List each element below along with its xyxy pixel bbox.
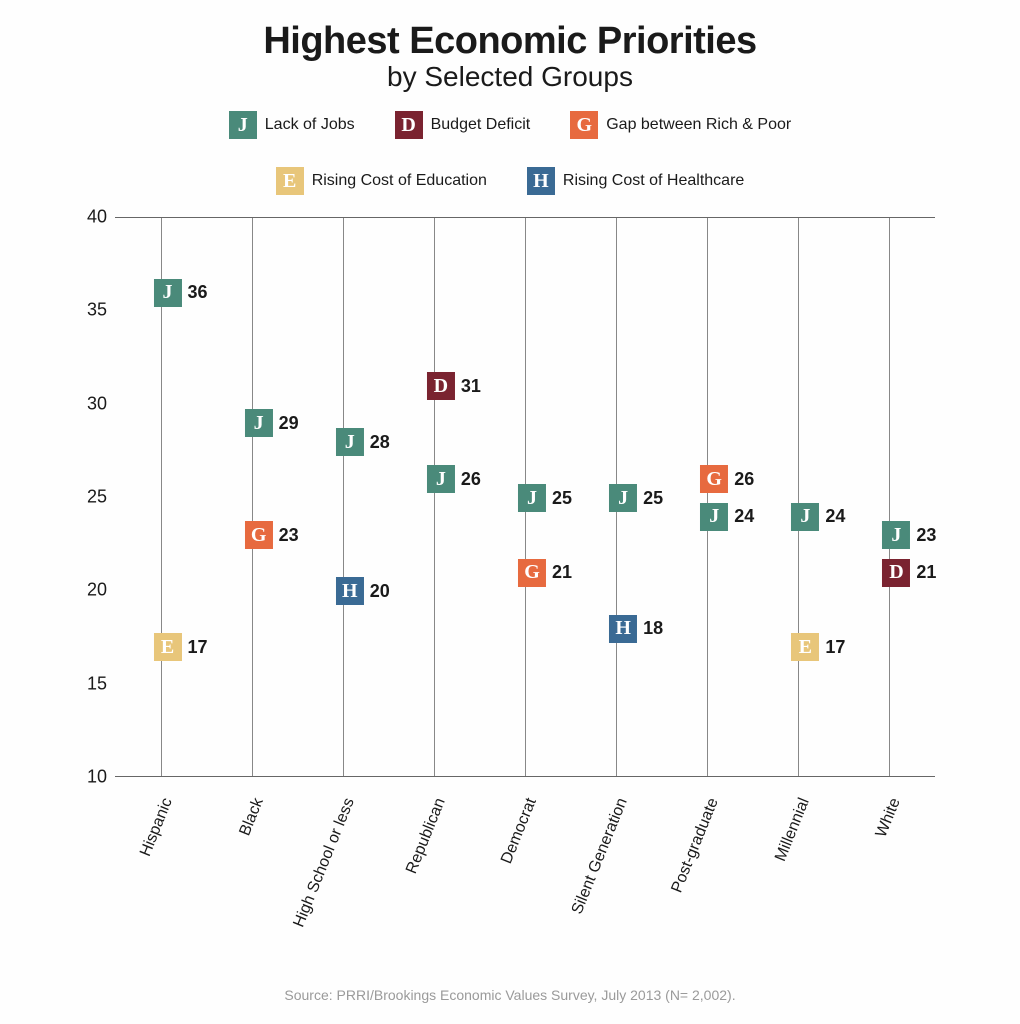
data-value-label: 26 bbox=[734, 469, 754, 490]
data-marker-icon: E bbox=[791, 633, 819, 661]
data-point: E 17 bbox=[154, 633, 208, 661]
data-value-label: 20 bbox=[370, 581, 390, 602]
data-marker-icon: J bbox=[154, 279, 182, 307]
x-tick-label: Republican bbox=[403, 796, 450, 877]
x-tick-label: Silent Generation bbox=[569, 796, 632, 917]
data-value-label: 28 bbox=[370, 432, 390, 453]
data-marker-icon: J bbox=[609, 484, 637, 512]
data-value-label: 25 bbox=[643, 488, 663, 509]
data-point: J 28 bbox=[336, 428, 390, 456]
legend-item: G Gap between Rich & Poor bbox=[570, 111, 791, 139]
y-tick-label: 35 bbox=[65, 300, 107, 321]
data-value-label: 24 bbox=[825, 506, 845, 527]
data-value-label: 36 bbox=[188, 282, 208, 303]
data-point: J 23 bbox=[882, 521, 936, 549]
data-point: E 17 bbox=[791, 633, 845, 661]
data-value-label: 24 bbox=[734, 506, 754, 527]
gridline bbox=[798, 218, 799, 776]
legend-label: Budget Deficit bbox=[431, 116, 531, 134]
data-marker-icon: J bbox=[245, 409, 273, 437]
legend: J Lack of Jobs D Budget Deficit G Gap between… bbox=[140, 111, 880, 195]
data-marker-icon: D bbox=[427, 372, 455, 400]
chart-container: Highest Economic Priorities by Selected … bbox=[0, 0, 1020, 1024]
legend-item: H Rising Cost of Healthcare bbox=[527, 167, 744, 195]
legend-marker-icon: G bbox=[570, 111, 598, 139]
gridline bbox=[434, 218, 435, 776]
gridline bbox=[252, 218, 253, 776]
legend-marker-icon: J bbox=[229, 111, 257, 139]
data-marker-icon: G bbox=[245, 521, 273, 549]
data-value-label: 21 bbox=[916, 562, 936, 583]
data-marker-icon: J bbox=[336, 428, 364, 456]
x-tick-label: Democrat bbox=[498, 796, 541, 867]
data-marker-icon: E bbox=[154, 633, 182, 661]
data-value-label: 29 bbox=[279, 413, 299, 434]
data-point: H 18 bbox=[609, 615, 663, 643]
legend-item: E Rising Cost of Education bbox=[276, 167, 487, 195]
data-value-label: 25 bbox=[552, 488, 572, 509]
data-point: G 26 bbox=[700, 465, 754, 493]
data-marker-icon: G bbox=[518, 559, 546, 587]
data-value-label: 26 bbox=[461, 469, 481, 490]
data-point: J 25 bbox=[609, 484, 663, 512]
x-tick-label: Post-graduate bbox=[669, 796, 723, 896]
data-marker-icon: G bbox=[700, 465, 728, 493]
y-tick-label: 15 bbox=[65, 673, 107, 694]
legend-label: Rising Cost of Healthcare bbox=[563, 172, 744, 190]
y-tick-label: 20 bbox=[65, 580, 107, 601]
legend-marker-icon: H bbox=[527, 167, 555, 195]
source-note: Source: PRRI/Brookings Economic Values S… bbox=[0, 987, 1020, 1003]
data-value-label: 18 bbox=[643, 618, 663, 639]
data-point: G 21 bbox=[518, 559, 572, 587]
legend-marker-icon: E bbox=[276, 167, 304, 195]
gridline bbox=[343, 218, 344, 776]
data-marker-icon: D bbox=[882, 559, 910, 587]
data-point: G 23 bbox=[245, 521, 299, 549]
y-tick-label: 30 bbox=[65, 393, 107, 414]
data-marker-icon: J bbox=[518, 484, 546, 512]
y-tick-label: 40 bbox=[65, 207, 107, 228]
chart-title: Highest Economic Priorities bbox=[0, 20, 1020, 63]
data-point: J 26 bbox=[427, 465, 481, 493]
data-value-label: 23 bbox=[279, 525, 299, 546]
x-tick-label: Black bbox=[236, 796, 267, 839]
legend-marker-icon: D bbox=[395, 111, 423, 139]
chart-area: 10152025303540 J36E17J29G23J28H20D31J26J… bbox=[65, 217, 955, 857]
data-point: J 29 bbox=[245, 409, 299, 437]
data-value-label: 21 bbox=[552, 562, 572, 583]
data-marker-icon: J bbox=[427, 465, 455, 493]
data-marker-icon: H bbox=[609, 615, 637, 643]
data-point: J 25 bbox=[518, 484, 572, 512]
data-marker-icon: H bbox=[336, 577, 364, 605]
data-value-label: 31 bbox=[461, 376, 481, 397]
x-tick-label: High School or less bbox=[290, 796, 358, 931]
chart-subtitle: by Selected Groups bbox=[0, 61, 1020, 93]
data-point: D 21 bbox=[882, 559, 936, 587]
y-tick-label: 25 bbox=[65, 487, 107, 508]
legend-label: Gap between Rich & Poor bbox=[606, 116, 791, 134]
legend-item: D Budget Deficit bbox=[395, 111, 531, 139]
data-value-label: 17 bbox=[825, 637, 845, 658]
data-value-label: 17 bbox=[188, 637, 208, 658]
data-marker-icon: J bbox=[700, 503, 728, 531]
data-value-label: 23 bbox=[916, 525, 936, 546]
legend-label: Lack of Jobs bbox=[265, 116, 355, 134]
x-tick-label: Millennial bbox=[772, 796, 814, 865]
gridline bbox=[889, 218, 890, 776]
data-point: J 36 bbox=[154, 279, 208, 307]
data-marker-icon: J bbox=[791, 503, 819, 531]
data-point: H 20 bbox=[336, 577, 390, 605]
data-point: D 31 bbox=[427, 372, 481, 400]
gridline bbox=[707, 218, 708, 776]
data-marker-icon: J bbox=[882, 521, 910, 549]
x-tick-label: White bbox=[873, 796, 905, 841]
data-point: J 24 bbox=[700, 503, 754, 531]
legend-label: Rising Cost of Education bbox=[312, 172, 487, 190]
y-tick-label: 10 bbox=[65, 767, 107, 788]
plot-area: J36E17J29G23J28H20D31J26J25G21J25H18G26J… bbox=[115, 217, 935, 777]
legend-item: J Lack of Jobs bbox=[229, 111, 355, 139]
data-point: J 24 bbox=[791, 503, 845, 531]
x-tick-label: Hispanic bbox=[137, 796, 177, 860]
